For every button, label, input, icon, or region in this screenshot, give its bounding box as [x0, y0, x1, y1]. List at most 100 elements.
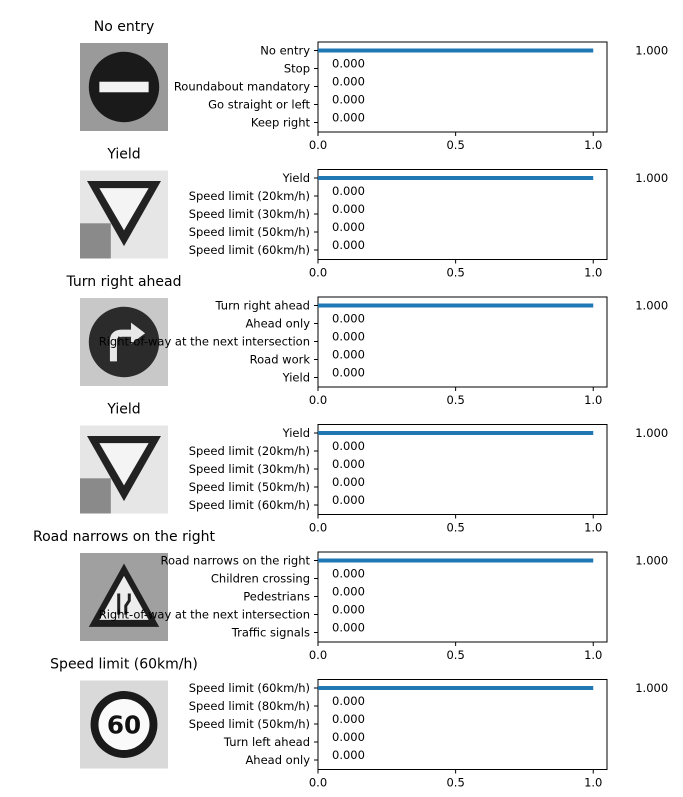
chart-panel: Yield Yield 1.000 Speed limit (20km/h) 0.000… [80, 147, 668, 280]
panel-title: Turn right ahead [65, 274, 181, 290]
value-label: 0.000 [332, 457, 365, 471]
value-label: 0.000 [332, 475, 365, 489]
panel-title: Speed limit (60km/h) [50, 657, 198, 673]
panel-title: Yield [106, 402, 140, 418]
y-tick-label: Speed limit (60km/h) [189, 681, 310, 695]
bar [318, 558, 594, 563]
y-tick-label: Yield [282, 171, 310, 185]
y-tick-label: Speed limit (50km/h) [189, 717, 310, 731]
y-tick-label: Right-of-way at the next intersection [99, 335, 310, 349]
y-tick-label: Turn right ahead [215, 299, 310, 313]
x-tick-label: 0.0 [309, 776, 327, 790]
value-label: 0.000 [332, 220, 365, 234]
y-tick-label: Ahead only [245, 317, 310, 331]
value-label: 0.000 [332, 439, 365, 453]
value-label: 0.000 [332, 694, 365, 708]
y-tick-label: Road work [250, 353, 311, 367]
value-label: 1.000 [635, 681, 668, 695]
x-tick-label: 0.0 [309, 138, 327, 152]
panel-title: Road narrows on the right [33, 529, 215, 545]
x-tick-label: 1.0 [584, 266, 602, 280]
bar [318, 303, 594, 308]
chart-panel: Turn right ahead Turn right ahead 1.000 Ahe… [65, 274, 668, 407]
y-tick-label: Speed limit (60km/h) [189, 498, 310, 512]
value-label: 0.000 [332, 312, 365, 326]
value-label: 1.000 [635, 426, 668, 440]
value-label: 0.000 [332, 57, 365, 71]
y-tick-label: Speed limit (50km/h) [189, 225, 310, 239]
y-tick-label: Speed limit (60km/h) [189, 243, 310, 257]
bar [318, 176, 594, 180]
bar [318, 686, 594, 690]
triangle-inner [99, 575, 149, 620]
y-tick-label: Speed limit (80km/h) [189, 699, 310, 713]
value-label: 0.000 [332, 75, 365, 89]
chart-panel: Road narrows on the right Road narrows on… [33, 529, 668, 662]
x-tick-label: 1.0 [584, 521, 602, 535]
value-label: 0.000 [332, 330, 365, 344]
y-tick-label: Speed limit (20km/h) [189, 189, 310, 203]
value-label: 1.000 [635, 171, 668, 185]
value-label: 0.000 [332, 621, 365, 635]
value-label: 1.000 [635, 299, 668, 313]
x-tick-label: 0.0 [309, 266, 327, 280]
y-tick-label: Turn left ahead [223, 735, 310, 749]
x-tick-label: 1.0 [584, 776, 602, 790]
value-label: 0.000 [332, 567, 365, 581]
bar [318, 48, 594, 53]
chart-panel: Speed limit (60km/h) 60 Speed limit (60km/… [50, 657, 668, 790]
y-tick-label: Speed limit (30km/h) [189, 462, 310, 476]
chart-panel: Yield Yield 1.000 Speed limit (20km/h) 0.000… [80, 402, 668, 535]
chart-panel: No entry No entry 1.000 Stop 0.000 Roundabout… [80, 19, 668, 152]
bar [318, 431, 594, 435]
value-label: 0.000 [332, 111, 365, 125]
value-label: 1.000 [635, 554, 668, 568]
x-tick-label: 1.0 [584, 648, 602, 662]
panel-title: No entry [94, 19, 155, 35]
x-tick-label: 0.0 [309, 393, 327, 407]
value-label: 0.000 [332, 730, 365, 744]
y-tick-label: Stop [284, 62, 310, 76]
value-label: 0.000 [332, 712, 365, 726]
y-tick-label: Ahead only [245, 753, 310, 767]
y-tick-label: Go straight or left [208, 98, 310, 112]
yield-inner [99, 443, 149, 486]
speed-limit-inner [98, 698, 150, 751]
y-tick-label: Speed limit (30km/h) [189, 207, 310, 221]
value-label: 0.000 [332, 585, 365, 599]
arrow-shaft [109, 329, 133, 362]
turn-right-icon [88, 306, 160, 378]
value-label: 0.000 [332, 493, 365, 507]
y-tick-label: Speed limit (20km/h) [189, 444, 310, 458]
x-tick-label: 1.0 [584, 393, 602, 407]
value-label: 0.000 [332, 238, 365, 252]
no-entry-bar [99, 81, 149, 93]
x-tick-label: 0.0 [309, 648, 327, 662]
x-tick-label: 0.5 [446, 393, 464, 407]
value-label: 0.000 [332, 93, 365, 107]
y-tick-label: Yield [282, 371, 310, 385]
value-label: 0.000 [332, 366, 365, 380]
value-label: 0.000 [332, 184, 365, 198]
x-tick-label: 0.5 [446, 648, 464, 662]
y-tick-label: Road narrows on the right [161, 554, 311, 568]
y-tick-label: Yield [282, 426, 310, 440]
y-tick-label: Speed limit (50km/h) [189, 480, 310, 494]
y-tick-label: Children crossing [211, 572, 310, 586]
building-shape [80, 223, 111, 259]
y-tick-label: Pedestrians [243, 590, 310, 604]
y-tick-label: Roundabout mandatory [174, 80, 310, 94]
value-label: 0.000 [332, 748, 365, 762]
arrow-head [131, 322, 146, 344]
lane-right [124, 593, 131, 615]
value-label: 0.000 [332, 603, 365, 617]
speed-limit-number: 60 [107, 710, 141, 739]
x-tick-label: 1.0 [584, 138, 602, 152]
x-tick-label: 0.5 [446, 138, 464, 152]
x-tick-label: 0.5 [446, 266, 464, 280]
y-tick-label: Keep right [251, 116, 311, 130]
x-tick-label: 0.5 [446, 776, 464, 790]
x-tick-label: 0.5 [446, 521, 464, 535]
panel-title: Yield [106, 147, 140, 163]
